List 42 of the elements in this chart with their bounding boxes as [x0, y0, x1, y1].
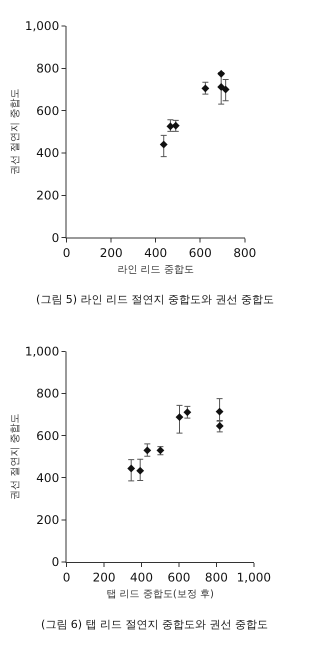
point — [176, 413, 184, 421]
point — [216, 422, 224, 430]
y-tick-label: 600 — [36, 104, 60, 118]
x-tick-label: 400 — [144, 246, 168, 260]
y-tick-label: 600 — [36, 428, 60, 443]
x-tick-label: 800 — [233, 246, 256, 260]
y-tick-label: 800 — [36, 62, 60, 76]
x-tick-label: 600 — [188, 246, 212, 260]
point — [166, 122, 174, 130]
x-tick-label: 1,000 — [236, 570, 272, 584]
x-tick-label: 200 — [100, 246, 123, 260]
x-tick-label: 400 — [130, 570, 153, 584]
x-tick-label: 0 — [62, 570, 70, 584]
point — [216, 408, 224, 416]
y-tick-label: 400 — [36, 146, 60, 160]
point — [183, 408, 192, 416]
x-axis-title: 탭 리드 중합도(보정 후) — [106, 588, 214, 600]
point — [217, 83, 226, 91]
point — [217, 70, 226, 78]
x-tick-label: 600 — [167, 570, 190, 584]
point — [127, 464, 136, 472]
y-tick-label: 200 — [36, 188, 60, 203]
y-tick-label: 0 — [52, 230, 60, 245]
point — [222, 86, 230, 94]
x-tick-label: 0 — [62, 246, 70, 260]
x-tick-label: 200 — [92, 570, 116, 584]
y-tick-label: 1,000 — [24, 344, 60, 359]
x-tick-label: 800 — [204, 570, 228, 584]
point — [160, 140, 168, 148]
x-axis-title: 라인 리드 중합도 — [118, 264, 194, 276]
y-tick-label: 1,000 — [24, 19, 60, 34]
y-tick-label: 200 — [36, 513, 60, 527]
y-axis-title: 권선 절연지 중합도 — [10, 88, 21, 175]
y-axis-title: 권선 절연지 중합도 — [10, 413, 21, 500]
point — [201, 84, 210, 92]
y-tick-label: 400 — [36, 470, 60, 485]
text: (그림 6) 탭 리드 절연지 중합도와 권선 중합도 — [41, 618, 268, 631]
point — [143, 446, 152, 454]
y-tick-label: 800 — [36, 386, 60, 401]
text: (그림 5) 라인 리드 절연지 중합도와 권선 중합도 — [36, 293, 274, 306]
y-tick-label: 0 — [52, 555, 60, 570]
point — [136, 466, 144, 475]
